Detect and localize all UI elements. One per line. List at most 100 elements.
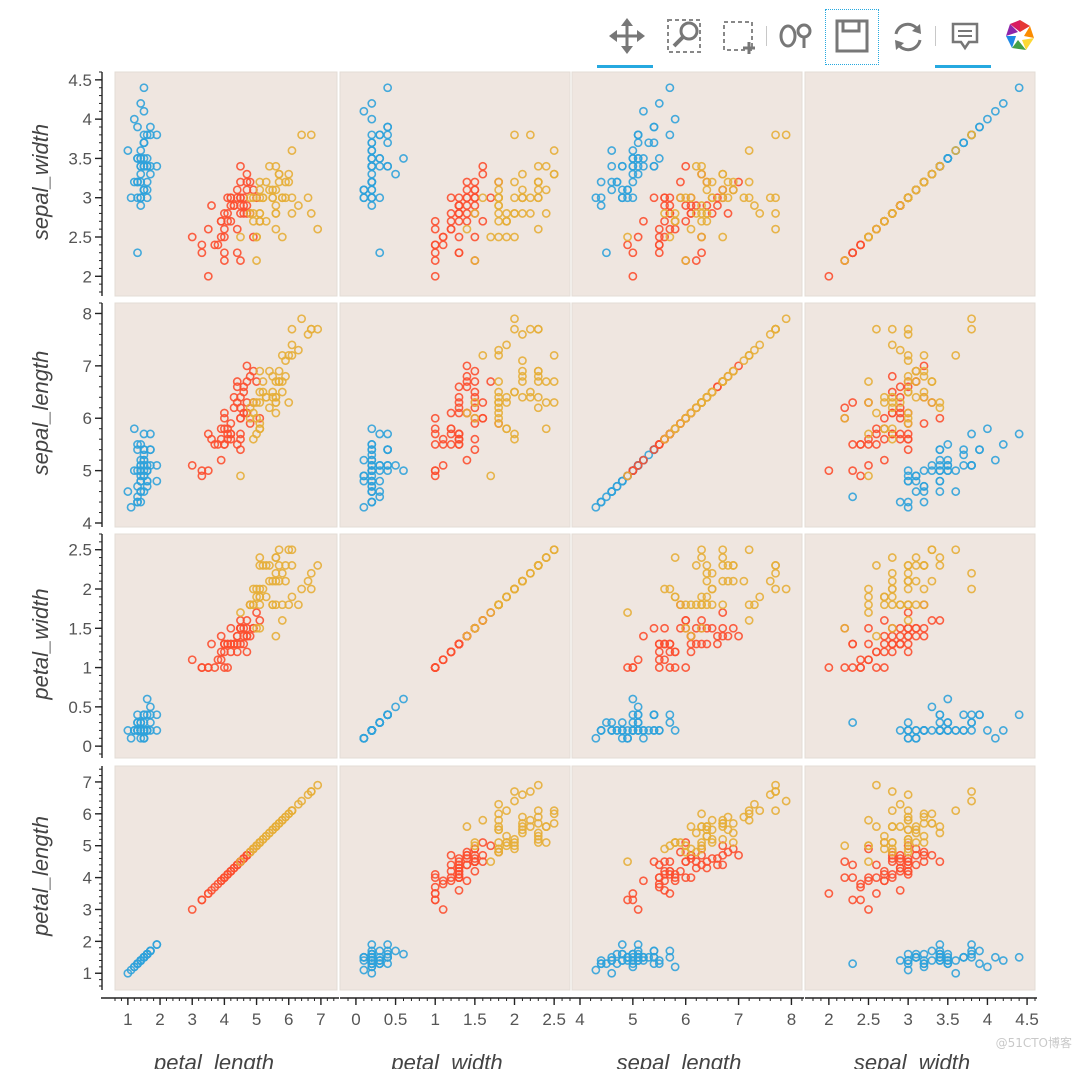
scatter-point — [633, 940, 643, 949]
scatter-point — [723, 209, 733, 218]
panel-sepal_length-vs-petal_width[interactable] — [339, 302, 571, 528]
scatter-point — [494, 403, 504, 413]
scatter-point — [887, 623, 897, 633]
panel-sepal_length-vs-petal_length[interactable] — [114, 302, 338, 528]
scatter-point — [129, 114, 139, 124]
bokeh-logo-link[interactable] — [998, 12, 1046, 64]
scatter-point — [665, 889, 675, 898]
panel-background — [804, 533, 1036, 759]
scatter-point — [232, 248, 242, 258]
scatter-point — [494, 815, 504, 825]
panel-sepal_length-vs-sepal_length[interactable] — [571, 302, 803, 528]
box-select-tool-button[interactable] — [718, 12, 766, 64]
scatter-point — [697, 398, 706, 407]
scatter-point — [903, 844, 913, 854]
scatter-point — [639, 216, 648, 226]
hover-tool-button[interactable] — [935, 12, 991, 68]
scatter-point — [438, 879, 448, 889]
scatter-point — [665, 857, 675, 867]
scatter-point — [375, 248, 385, 258]
scatter-point — [771, 780, 780, 790]
scatter-point — [665, 584, 675, 594]
panel-petal_width-vs-sepal_length[interactable] — [571, 533, 803, 759]
scatter-point — [462, 408, 472, 418]
panel-petal_width-vs-sepal_width[interactable] — [804, 533, 1036, 759]
scatter-point — [265, 828, 274, 838]
scatter-point — [848, 492, 858, 502]
panel-sepal_length-vs-sepal_width[interactable] — [804, 302, 1036, 528]
scatter-point — [887, 822, 897, 831]
scatter-point — [681, 873, 691, 882]
scatter-point — [951, 146, 961, 155]
scatter-point — [864, 429, 873, 439]
scatter-point — [454, 429, 464, 439]
reset-tool-button[interactable] — [884, 12, 932, 64]
panel-petal_length-vs-sepal_width[interactable] — [804, 765, 1036, 991]
scatter-point — [541, 209, 551, 218]
panel-petal_length-vs-petal_width[interactable] — [339, 765, 571, 991]
y-axis-sepal_width: 2 2.5 3 3.5 4 4.5 sepal_width — [28, 71, 103, 296]
scatter-point — [232, 224, 242, 234]
panel-sepal_width-vs-petal_length[interactable] — [114, 71, 338, 297]
scatter-point — [430, 271, 440, 281]
scatter-point — [533, 224, 543, 234]
box-zoom-tool-button[interactable] — [662, 12, 710, 64]
scatter-point — [734, 361, 743, 371]
panel-petal_length-vs-petal_length[interactable] — [114, 765, 338, 991]
scatter-point — [967, 787, 976, 796]
scatter-point — [872, 889, 881, 898]
scatter-point — [383, 130, 393, 140]
scatter-point — [293, 600, 303, 610]
scatter-point — [446, 408, 456, 418]
scatter-point — [644, 138, 654, 148]
scatter-point — [654, 663, 664, 672]
panel-sepal_width-vs-sepal_width[interactable] — [804, 71, 1036, 297]
scatter-point — [903, 718, 913, 727]
scatter-point — [133, 122, 142, 132]
scatter-point — [232, 440, 242, 449]
save-tool-button[interactable] — [825, 9, 879, 65]
y-axis-label: sepal_length — [28, 351, 53, 476]
scatter-point — [771, 561, 780, 570]
scatter-point — [607, 146, 617, 155]
scatter-point — [142, 460, 152, 470]
scatter-point — [707, 834, 717, 844]
scatter-point — [628, 248, 638, 258]
pan-tool-button[interactable] — [597, 12, 653, 68]
scatter-point — [718, 545, 728, 555]
scatter-point — [510, 177, 519, 187]
scatter-point — [470, 866, 480, 876]
panel-petal_width-vs-petal_length[interactable] — [114, 533, 338, 759]
scatter-point — [367, 466, 377, 476]
scatter-point — [210, 240, 220, 250]
scatter-point — [903, 857, 913, 867]
scatter-point — [765, 576, 775, 586]
scatter-point — [676, 623, 685, 633]
x-tick-label: 4 — [220, 1010, 229, 1029]
scatter-point — [226, 201, 236, 210]
scatter-point — [628, 271, 638, 281]
scatter-point — [607, 726, 617, 735]
toolbar-separator — [766, 26, 767, 46]
scatter-point — [265, 366, 274, 376]
scatter-point — [207, 201, 216, 210]
scatter-point — [510, 844, 519, 854]
scatter-point — [935, 455, 945, 465]
panel-petal_width-vs-petal_width[interactable] — [339, 533, 571, 759]
panel-petal_length-vs-sepal_length[interactable] — [571, 765, 803, 991]
scatter-point — [617, 476, 627, 486]
panel-sepal_width-vs-sepal_length[interactable] — [571, 71, 803, 297]
scatter-point — [502, 216, 511, 226]
scatter-point — [887, 371, 897, 381]
scatter-point — [919, 419, 929, 428]
scatter-point — [216, 424, 226, 434]
scatter-point — [691, 828, 701, 838]
scatter-point — [744, 815, 754, 825]
lasso-select-tool-button[interactable] — [772, 12, 820, 64]
scatter-point — [187, 232, 197, 242]
scatter-point — [702, 568, 712, 578]
scatter-point — [903, 854, 913, 863]
scatter-point — [252, 398, 261, 407]
panel-sepal_width-vs-petal_width[interactable] — [339, 71, 571, 297]
scatter-point — [454, 885, 464, 895]
